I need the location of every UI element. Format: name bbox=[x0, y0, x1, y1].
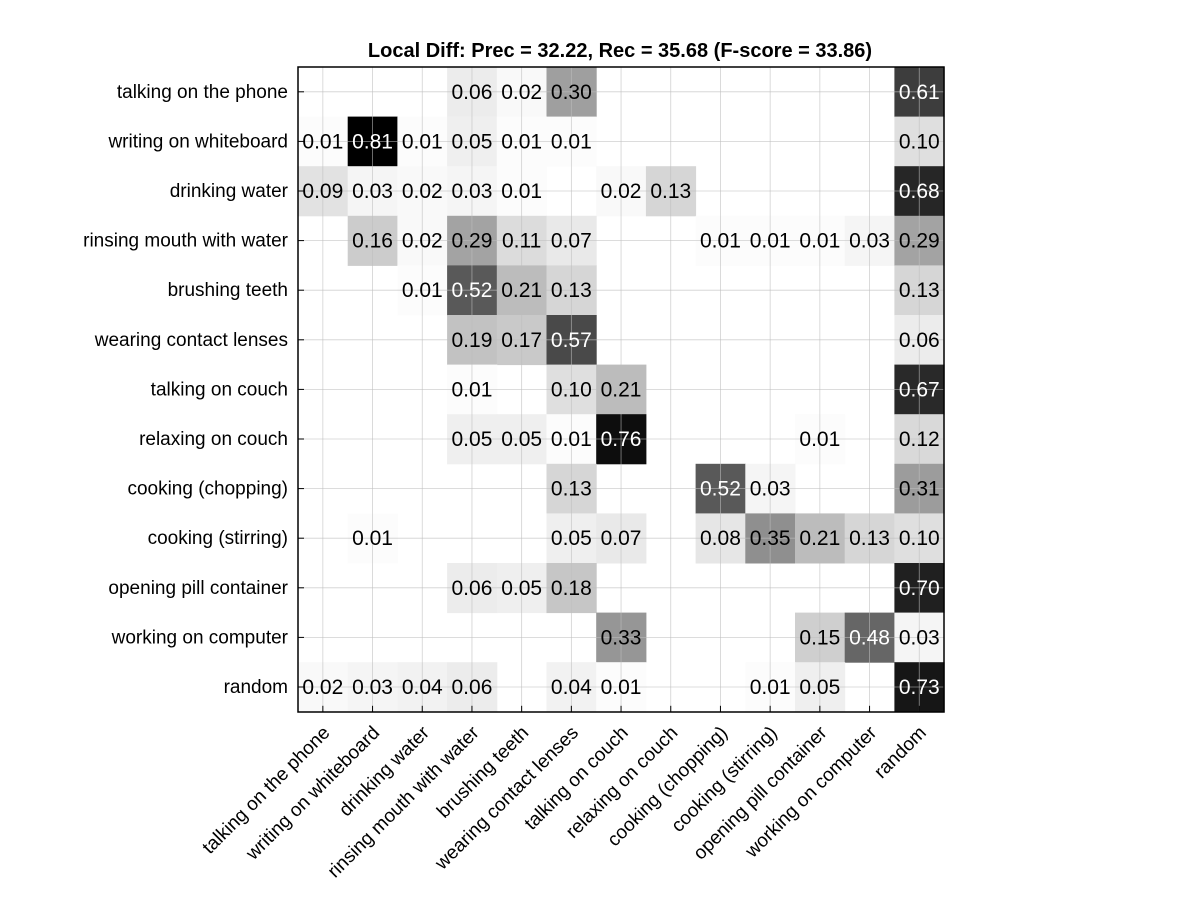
y-tick-label-9: cooking (stirring) bbox=[148, 528, 288, 549]
cell-value-r2-c3: 0.03 bbox=[452, 180, 493, 203]
cell-value-r1-c5: 0.01 bbox=[551, 130, 592, 153]
cell-value-r1-c4: 0.01 bbox=[501, 130, 542, 153]
cell-value-r3-c12: 0.29 bbox=[899, 230, 940, 253]
cell-value-r2-c0: 0.09 bbox=[302, 180, 343, 203]
cell-value-r12-c5: 0.04 bbox=[551, 676, 592, 699]
cell-value-r2-c1: 0.03 bbox=[352, 180, 393, 203]
cell-value-labels: 0.06 0.02 0.30 0.61 0.01 0.81 0.01 0.05 0.01 0.01… bbox=[302, 81, 939, 699]
cell-value-r7-c3: 0.05 bbox=[452, 428, 493, 451]
y-tick-label-3: rinsing mouth with water bbox=[83, 231, 289, 252]
cell-value-r9-c12: 0.10 bbox=[899, 527, 940, 550]
cell-value-r11-c6: 0.33 bbox=[601, 626, 642, 649]
cell-value-r12-c10: 0.05 bbox=[799, 676, 840, 699]
cell-value-r2-c2: 0.02 bbox=[402, 180, 443, 203]
cell-value-r9-c9: 0.35 bbox=[750, 527, 791, 550]
cell-value-r7-c6: 0.76 bbox=[601, 428, 642, 451]
y-tick-label-12: random bbox=[224, 677, 288, 698]
cell-value-r4-c3: 0.52 bbox=[452, 279, 493, 302]
x-tick-label-12: random bbox=[870, 722, 930, 782]
cell-value-r7-c10: 0.01 bbox=[799, 428, 840, 451]
cell-value-r8-c9: 0.03 bbox=[750, 478, 791, 501]
cell-value-r2-c4: 0.01 bbox=[501, 180, 542, 203]
cell-value-r4-c5: 0.13 bbox=[551, 279, 592, 302]
cell-value-r1-c1: 0.81 bbox=[352, 130, 393, 153]
cell-value-r12-c3: 0.06 bbox=[452, 676, 493, 699]
cell-value-r10-c3: 0.06 bbox=[452, 577, 493, 600]
grid-lines bbox=[298, 67, 945, 712]
cell-value-r6-c5: 0.10 bbox=[551, 378, 592, 401]
y-tick-label-4: brushing teeth bbox=[168, 280, 288, 301]
cell-value-r11-c12: 0.03 bbox=[899, 626, 940, 649]
cell-value-r1-c0: 0.01 bbox=[302, 130, 343, 153]
cell-value-r5-c3: 0.19 bbox=[452, 329, 493, 352]
cell-value-r3-c4: 0.11 bbox=[502, 230, 541, 253]
cell-value-r10-c4: 0.05 bbox=[501, 577, 542, 600]
cell-value-r0-c4: 0.02 bbox=[501, 81, 542, 104]
cell-value-r9-c11: 0.13 bbox=[849, 527, 890, 550]
cell-value-r3-c1: 0.16 bbox=[352, 230, 393, 253]
y-tick-label-2: drinking water bbox=[170, 181, 289, 202]
cell-value-r12-c6: 0.01 bbox=[601, 676, 642, 699]
cell-value-r12-c12: 0.73 bbox=[899, 676, 940, 699]
cell-value-r2-c7: 0.13 bbox=[650, 180, 691, 203]
cell-value-r2-c6: 0.02 bbox=[601, 180, 642, 203]
y-tick-label-5: wearing contact lenses bbox=[94, 330, 288, 351]
cell-value-r8-c5: 0.13 bbox=[551, 478, 592, 501]
cell-value-r9-c1: 0.01 bbox=[352, 527, 393, 550]
cell-value-r1-c3: 0.05 bbox=[452, 130, 493, 153]
cell-value-r3-c9: 0.01 bbox=[750, 230, 791, 253]
cell-value-r12-c2: 0.04 bbox=[402, 676, 443, 699]
cell-value-r4-c12: 0.13 bbox=[899, 279, 940, 302]
cell-value-r8-c12: 0.31 bbox=[899, 478, 940, 501]
cell-value-r12-c1: 0.03 bbox=[352, 676, 393, 699]
cell-value-r1-c12: 0.10 bbox=[899, 130, 940, 153]
cell-value-r10-c12: 0.70 bbox=[899, 577, 940, 600]
cell-value-r9-c5: 0.05 bbox=[551, 527, 592, 550]
y-tick-label-0: talking on the phone bbox=[117, 82, 288, 103]
cell-value-r0-c5: 0.30 bbox=[551, 81, 592, 104]
cell-value-r10-c5: 0.18 bbox=[551, 577, 592, 600]
cell-value-r3-c8: 0.01 bbox=[700, 230, 741, 253]
y-tick-label-8: cooking (chopping) bbox=[127, 479, 288, 500]
cell-value-r9-c10: 0.21 bbox=[799, 527, 840, 550]
cell-value-r3-c2: 0.02 bbox=[402, 230, 443, 253]
chart-title: Local Diff: Prec = 32.22, Rec = 35.68 (F… bbox=[368, 40, 872, 62]
cell-value-r11-c10: 0.15 bbox=[799, 626, 840, 649]
cell-value-r5-c4: 0.17 bbox=[501, 329, 542, 352]
cell-value-r3-c10: 0.01 bbox=[799, 230, 840, 253]
y-tick-label-7: relaxing on couch bbox=[139, 429, 288, 450]
cell-value-r5-c5: 0.57 bbox=[551, 329, 592, 352]
cell-value-r3-c11: 0.03 bbox=[849, 230, 890, 253]
cell-value-r12-c9: 0.01 bbox=[750, 676, 791, 699]
cell-value-r4-c4: 0.21 bbox=[501, 279, 542, 302]
cell-value-r0-c12: 0.61 bbox=[899, 81, 940, 104]
cell-value-r6-c12: 0.67 bbox=[899, 378, 940, 401]
cell-value-r12-c0: 0.02 bbox=[302, 676, 343, 699]
cell-value-r7-c4: 0.05 bbox=[501, 428, 542, 451]
cell-value-r7-c12: 0.12 bbox=[899, 428, 940, 451]
cell-value-r8-c8: 0.52 bbox=[700, 478, 741, 501]
cell-value-r6-c6: 0.21 bbox=[601, 378, 642, 401]
y-tick-label-11: working on computer bbox=[111, 627, 289, 648]
cell-value-r9-c8: 0.08 bbox=[700, 527, 741, 550]
cell-value-r4-c2: 0.01 bbox=[402, 279, 443, 302]
cell-value-r6-c3: 0.01 bbox=[452, 378, 493, 401]
cell-value-r3-c3: 0.29 bbox=[452, 230, 493, 253]
cell-value-r11-c11: 0.48 bbox=[849, 626, 890, 649]
y-tick-label-1: writing on whiteboard bbox=[107, 131, 288, 152]
cell-value-r2-c12: 0.68 bbox=[899, 180, 940, 203]
cell-value-r3-c5: 0.07 bbox=[551, 230, 592, 253]
y-tick-labels: talking on the phone writing on whiteboar… bbox=[83, 82, 289, 698]
cell-value-r1-c2: 0.01 bbox=[402, 130, 443, 153]
axes-frame bbox=[297, 66, 945, 713]
y-tick-label-10: opening pill container bbox=[108, 578, 288, 599]
cell-value-r5-c12: 0.06 bbox=[899, 329, 940, 352]
y-tick-label-6: talking on couch bbox=[151, 379, 288, 400]
cell-value-r9-c6: 0.07 bbox=[601, 527, 642, 550]
cell-value-r0-c3: 0.06 bbox=[452, 81, 493, 104]
cell-value-r7-c5: 0.01 bbox=[551, 428, 592, 451]
